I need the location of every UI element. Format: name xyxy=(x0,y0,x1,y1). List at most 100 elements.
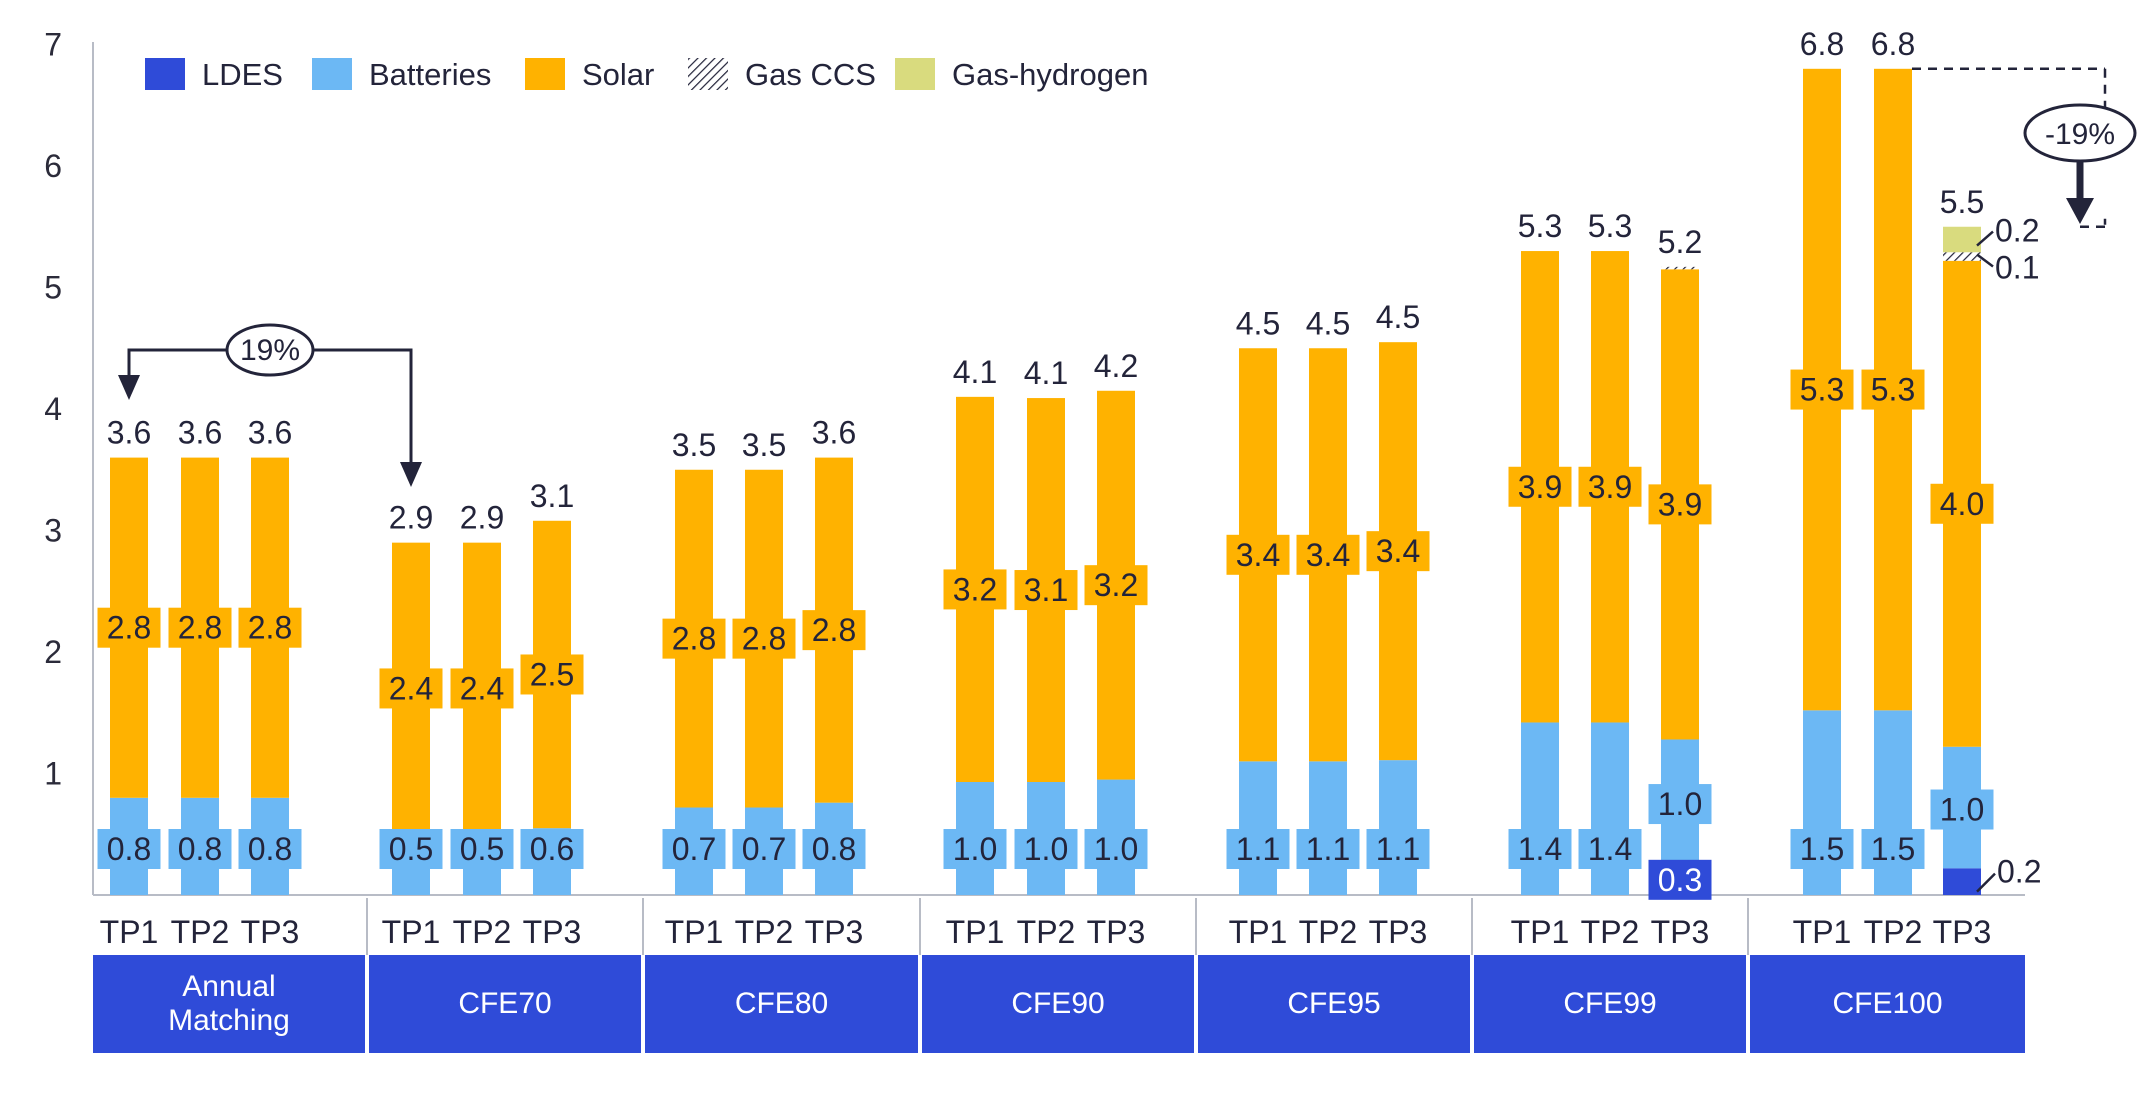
solar-value-label: 2.8 xyxy=(248,610,292,646)
x-tick-label: TP1 xyxy=(1229,914,1288,950)
batteries-value-label: 1.1 xyxy=(1236,831,1280,867)
batteries-value-label: 0.5 xyxy=(460,831,504,867)
solar-value-label: 3.4 xyxy=(1236,537,1280,573)
solar-value-label: 3.9 xyxy=(1518,469,1562,505)
batteries-value-label: 1.0 xyxy=(1024,831,1068,867)
batteries-value-label-bg xyxy=(1084,829,1148,869)
x-tick-label: TP2 xyxy=(453,914,512,950)
ldes-side-label: 0.2 xyxy=(1997,854,2041,890)
x-tick-label: TP3 xyxy=(523,914,582,950)
solar-value-label: 2.4 xyxy=(460,670,504,706)
solar-value-label: 5.3 xyxy=(1800,372,1844,408)
solar-value-label: 5.3 xyxy=(1871,372,1915,408)
legend-swatch-ldes xyxy=(145,58,185,90)
solar-value-label: 2.8 xyxy=(178,610,222,646)
bar-total-label: 4.5 xyxy=(1236,305,1280,341)
gasccs-side-label: 0.1 xyxy=(1995,250,2039,286)
bar-segment-batteries xyxy=(1521,722,1559,895)
annotation-bubble xyxy=(2023,103,2137,163)
batteries-value-label-bg xyxy=(732,829,796,869)
legend-swatch-batteries xyxy=(312,58,352,90)
x-tick-label: TP1 xyxy=(382,914,441,950)
legend-label-gash2: Gas-hydrogen xyxy=(952,57,1148,92)
batteries-value-label: 0.8 xyxy=(248,831,292,867)
bar-segment-batteries xyxy=(1309,761,1347,895)
batteries-value-label: 1.1 xyxy=(1376,831,1420,867)
x-tick-label: TP3 xyxy=(1651,914,1710,950)
solar-value-label-bg xyxy=(1084,565,1148,606)
group-label: CFE90 xyxy=(1011,987,1104,1020)
group-label-box xyxy=(369,955,641,1053)
solar-value-label-bg xyxy=(1578,466,1642,507)
legend: LDES Batteries Solar Gas CCS Gas-hydrogen xyxy=(145,57,1148,92)
group-label: CFE99 xyxy=(1563,987,1656,1020)
bars xyxy=(110,68,1981,895)
x-tick-label: TP2 xyxy=(735,914,794,950)
batteries-value-label-bg xyxy=(238,829,302,869)
solar-value-label-bg xyxy=(802,610,866,651)
x-tick-label: TP2 xyxy=(1299,914,1358,950)
batteries-value-label-bg xyxy=(1930,789,1994,830)
batteries-value-label-bg xyxy=(1366,829,1430,869)
batteries-value-label: 1.0 xyxy=(1658,786,1702,822)
labels: 3.6 0.8 2.8 3.6 0.8 2.8 3.6 0.8 2.8 2.9 0.5 2.4 2.9 0… xyxy=(97,26,2041,900)
bar-total-label: 3.6 xyxy=(248,415,292,451)
batteries-value-label: 0.8 xyxy=(178,831,222,867)
batteries-value-label: 0.7 xyxy=(672,831,716,867)
solar-value-label: 2.8 xyxy=(742,621,786,657)
annotation-arrowhead xyxy=(118,375,140,400)
batteries-value-label-bg xyxy=(97,829,161,869)
batteries-value-label: 1.0 xyxy=(1940,792,1984,828)
x-tick-label: TP1 xyxy=(1793,914,1852,950)
batteries-value-label-bg xyxy=(1861,829,1925,869)
x-tick-label: TP1 xyxy=(946,914,1005,950)
bar-total-label: 4.1 xyxy=(953,354,997,390)
bar-total-label: 2.9 xyxy=(389,500,433,536)
group-label-box xyxy=(645,955,918,1053)
solar-value-label-bg xyxy=(1861,369,1925,410)
bar-segment-batteries xyxy=(1239,761,1277,895)
batteries-value-label: 1.5 xyxy=(1871,831,1915,867)
y-tick-label: 3 xyxy=(44,513,62,549)
solar-value-label: 2.4 xyxy=(389,670,433,706)
batteries-value-label-bg xyxy=(450,829,514,869)
bar-total-label: 3.1 xyxy=(530,478,574,514)
solar-value-label-bg xyxy=(238,607,302,648)
solar-value-label-bg xyxy=(1366,531,1430,572)
bar-segment-ldes xyxy=(1943,868,1981,895)
annotation-arrowhead xyxy=(2066,198,2094,224)
solar-value-label: 3.4 xyxy=(1306,537,1350,573)
y-tick-label: 6 xyxy=(44,148,62,184)
batteries-value-label-bg xyxy=(520,829,584,869)
x-tick-label: TP3 xyxy=(1369,914,1428,950)
batteries-value-label: 1.4 xyxy=(1518,831,1562,867)
batteries-value-label-bg xyxy=(1578,829,1642,869)
x-tick-label: TP1 xyxy=(1511,914,1570,950)
solar-value-label: 2.8 xyxy=(812,612,856,648)
batteries-value-label-bg xyxy=(662,829,726,869)
batteries-value-label-bg xyxy=(1296,829,1360,869)
batteries-value-label-bg xyxy=(1014,829,1078,869)
batteries-value-label: 0.5 xyxy=(389,831,433,867)
legend-swatch-solar xyxy=(525,58,565,90)
bar-segment-gash2 xyxy=(1943,226,1981,253)
solar-value-label: 2.8 xyxy=(107,610,151,646)
solar-value-label-bg xyxy=(732,618,796,659)
solar-value-label-bg xyxy=(1014,570,1078,611)
group-label: Annual xyxy=(182,970,275,1003)
bar-total-label: 3.5 xyxy=(672,427,716,463)
solar-value-label: 3.9 xyxy=(1588,469,1632,505)
x-tick-label: TP1 xyxy=(100,914,159,950)
bar-total-label: 5.3 xyxy=(1518,208,1562,244)
solar-value-label: 2.8 xyxy=(672,621,716,657)
batteries-value-label-bg xyxy=(1508,829,1572,869)
bar-total-label: 6.8 xyxy=(1800,26,1844,62)
batteries-value-label: 0.7 xyxy=(742,831,786,867)
bar-total-label: 3.6 xyxy=(812,415,856,451)
annotation-arrowhead xyxy=(400,462,422,487)
solar-value-label-bg xyxy=(1508,466,1572,507)
solar-value-label-bg xyxy=(97,607,161,648)
bar-segment-batteries xyxy=(1379,760,1417,895)
x-tick-label: TP3 xyxy=(241,914,300,950)
bar-total-label: 4.1 xyxy=(1024,355,1068,391)
